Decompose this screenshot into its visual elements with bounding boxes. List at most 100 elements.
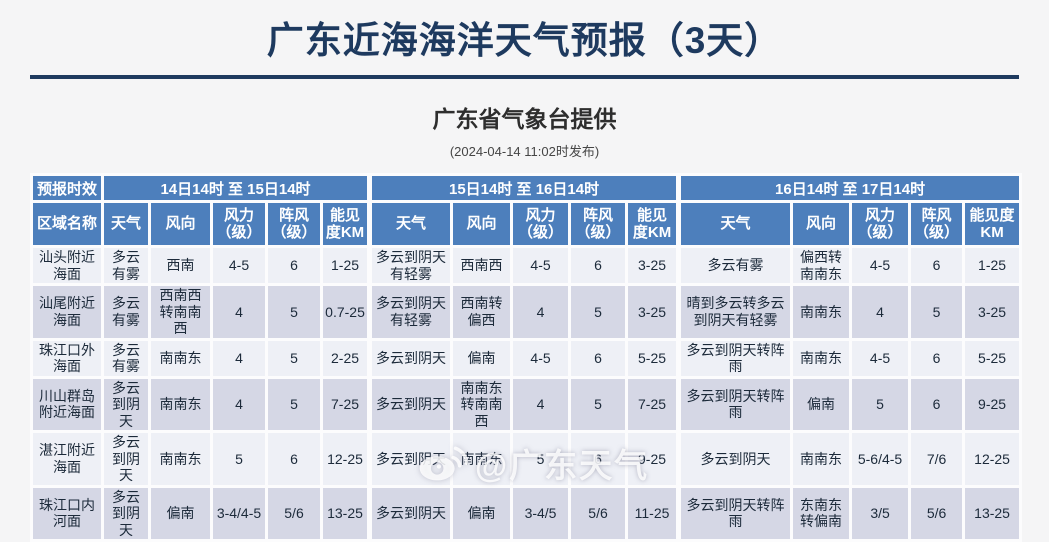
column-header-gust: 阵风（级） <box>265 200 323 248</box>
column-header-wind-direction: 风向 <box>450 200 514 248</box>
region-cell: 珠江口外海面 <box>30 337 104 379</box>
gust-cell: 5 <box>568 283 629 341</box>
gust-cell: 7/6 <box>908 430 966 488</box>
gust-cell: 5 <box>265 375 323 434</box>
weather-cell: 多云到阴天 <box>101 375 151 434</box>
column-header-visibility: 能见度KM <box>319 200 372 248</box>
region-cell: 川山群岛附近海面 <box>30 375 104 434</box>
wind-direction-cell: 偏南 <box>450 337 514 379</box>
column-header-gust: 阵风（级） <box>568 200 629 248</box>
weather-cell: 多云到阴天 <box>101 430 151 488</box>
wind-direction-cell: 偏南 <box>790 375 853 434</box>
visibility-cell: 1-25 <box>962 244 1023 287</box>
wind-force-cell: 3/5 <box>849 484 912 542</box>
weather-cell: 晴到多云转多云到阴天有轻雾 <box>676 283 794 341</box>
column-header-wind-direction: 风向 <box>790 200 853 248</box>
wind-force-cell: 4 <box>849 283 912 341</box>
gust-cell: 5 <box>908 283 966 341</box>
wind-direction-cell: 南南东 <box>790 337 853 379</box>
wind-force-cell: 5-6/4-5 <box>849 430 912 488</box>
visibility-cell: 3-25 <box>962 283 1023 341</box>
gust-cell: 6 <box>568 337 629 379</box>
visibility-cell: 7-25 <box>319 375 372 434</box>
table-row: 湛江附近海面 多云到阴天 南南东 5 6 12-25 多云到阴天 南南东 5 6… <box>30 430 1023 488</box>
forecast-table: 预报时效 14日14时 至 15日14时 15日14时 至 16日14时 16日… <box>30 173 1023 542</box>
column-header-row: 区域名称 天气 风向 风力（级） 阵风（级） 能见度KM 天气 风向 风力（级）… <box>30 200 1023 248</box>
visibility-cell: 13-25 <box>319 484 372 542</box>
gust-cell: 6 <box>908 244 966 287</box>
wind-force-cell: 4-5 <box>210 244 268 287</box>
weather-cell: 多云到阴天 <box>676 430 794 488</box>
wind-direction-cell: 南南东 <box>148 337 213 379</box>
visibility-cell: 12-25 <box>962 430 1023 488</box>
column-header-weather: 天气 <box>101 200 151 248</box>
visibility-cell: 0.7-25 <box>319 283 372 341</box>
gust-cell: 6 <box>265 430 323 488</box>
visibility-cell: 13-25 <box>962 484 1023 542</box>
wind-force-cell: 4-5 <box>849 337 912 379</box>
wind-direction-cell: 南南东 <box>450 430 514 488</box>
wind-force-cell: 4-5 <box>510 337 572 379</box>
gust-cell: 5 <box>568 375 629 434</box>
weather-cell: 多云到阴天 <box>367 375 454 434</box>
visibility-cell: 9-25 <box>962 375 1023 434</box>
wind-direction-cell: 偏西转南南东 <box>790 244 853 287</box>
column-header-wind-force: 风力（级） <box>210 200 268 248</box>
weather-cell: 多云到阴天有轻雾 <box>367 244 454 287</box>
gust-cell: 5/6 <box>568 484 629 542</box>
weather-cell: 多云到阴天转阵雨 <box>676 484 794 542</box>
period-header-cell: 16日14时 至 17日14时 <box>676 173 1023 203</box>
visibility-cell: 3-25 <box>625 244 681 287</box>
period-header-row: 预报时效 14日14时 至 15日14时 15日14时 至 16日14时 16日… <box>30 173 1023 203</box>
visibility-cell: 7-25 <box>625 375 681 434</box>
wind-direction-cell: 西南 <box>148 244 213 287</box>
column-header-wind-force: 风力（级） <box>510 200 572 248</box>
issue-time: (2024-04-14 11:02时发布) <box>449 144 600 159</box>
weather-cell: 多云有雾 <box>101 244 151 287</box>
gust-cell: 5/6 <box>908 484 966 542</box>
region-cell: 汕尾附近海面 <box>30 283 104 341</box>
column-header-weather: 天气 <box>367 200 454 248</box>
weather-cell: 多云到阴天转阵雨 <box>676 375 794 434</box>
wind-force-cell: 5 <box>849 375 912 434</box>
table-row: 珠江口内河面 多云到阴天 偏南 3-4/4-5 5/6 13-25 多云到阴天 … <box>30 484 1023 542</box>
column-header-wind-direction: 风向 <box>148 200 213 248</box>
table-row: 川山群岛附近海面 多云到阴天 南南东 4 5 7-25 多云到阴天 南南东转南南… <box>30 375 1023 434</box>
wind-force-cell: 4 <box>510 283 572 341</box>
table-row: 汕头附近海面 多云有雾 西南 4-5 6 1-25 多云到阴天有轻雾 西南西 4… <box>30 244 1023 287</box>
gust-cell: 6 <box>908 375 966 434</box>
wind-force-cell: 5 <box>510 430 572 488</box>
wind-force-cell: 4 <box>210 283 268 341</box>
wind-force-cell: 5 <box>210 430 268 488</box>
wind-direction-cell: 南南东 <box>790 430 853 488</box>
column-header-gust: 阵风（级） <box>908 200 966 248</box>
gust-cell: 6 <box>908 337 966 379</box>
table-row: 汕尾附近海面 多云有雾 西南西转南南西 4 5 0.7-25 多云到阴天有轻雾 … <box>30 283 1023 341</box>
wind-direction-cell: 南南东 <box>148 375 213 434</box>
period-header-cell: 14日14时 至 15日14时 <box>100 173 372 203</box>
wind-force-cell: 4 <box>210 337 268 379</box>
gust-cell: 5/6 <box>265 484 323 542</box>
column-header-weather: 天气 <box>676 200 794 248</box>
period-header-cell: 15日14时 至 16日14时 <box>367 173 681 203</box>
visibility-cell: 5-25 <box>962 337 1023 379</box>
region-cell: 汕头附近海面 <box>30 244 104 287</box>
weather-cell: 多云到阴天 <box>367 337 454 379</box>
wind-direction-cell: 西南西 <box>450 244 514 287</box>
subtitle: 广东省气象台提供 <box>432 106 617 132</box>
wind-force-cell: 3-4/5 <box>510 484 572 542</box>
column-header-wind-force: 风力（级） <box>849 200 912 248</box>
region-header-cell: 区域名称 <box>30 200 104 248</box>
wind-force-cell: 4 <box>510 375 572 434</box>
page-title: 广东近海海洋天气预报（3天） <box>266 20 783 61</box>
weather-cell: 多云到阴天 <box>367 484 454 542</box>
visibility-cell: 1-25 <box>319 244 372 287</box>
wind-direction-cell: 偏南 <box>450 484 514 542</box>
wind-direction-cell: 南南东 <box>148 430 213 488</box>
visibility-cell: 5-25 <box>625 337 681 379</box>
visibility-cell: 2-25 <box>319 337 372 379</box>
wind-direction-cell: 南南东 <box>790 283 853 341</box>
gust-cell: 5 <box>265 337 323 379</box>
weather-cell: 多云到阴天 <box>101 484 151 542</box>
wind-direction-cell: 西南转偏西 <box>450 283 514 341</box>
